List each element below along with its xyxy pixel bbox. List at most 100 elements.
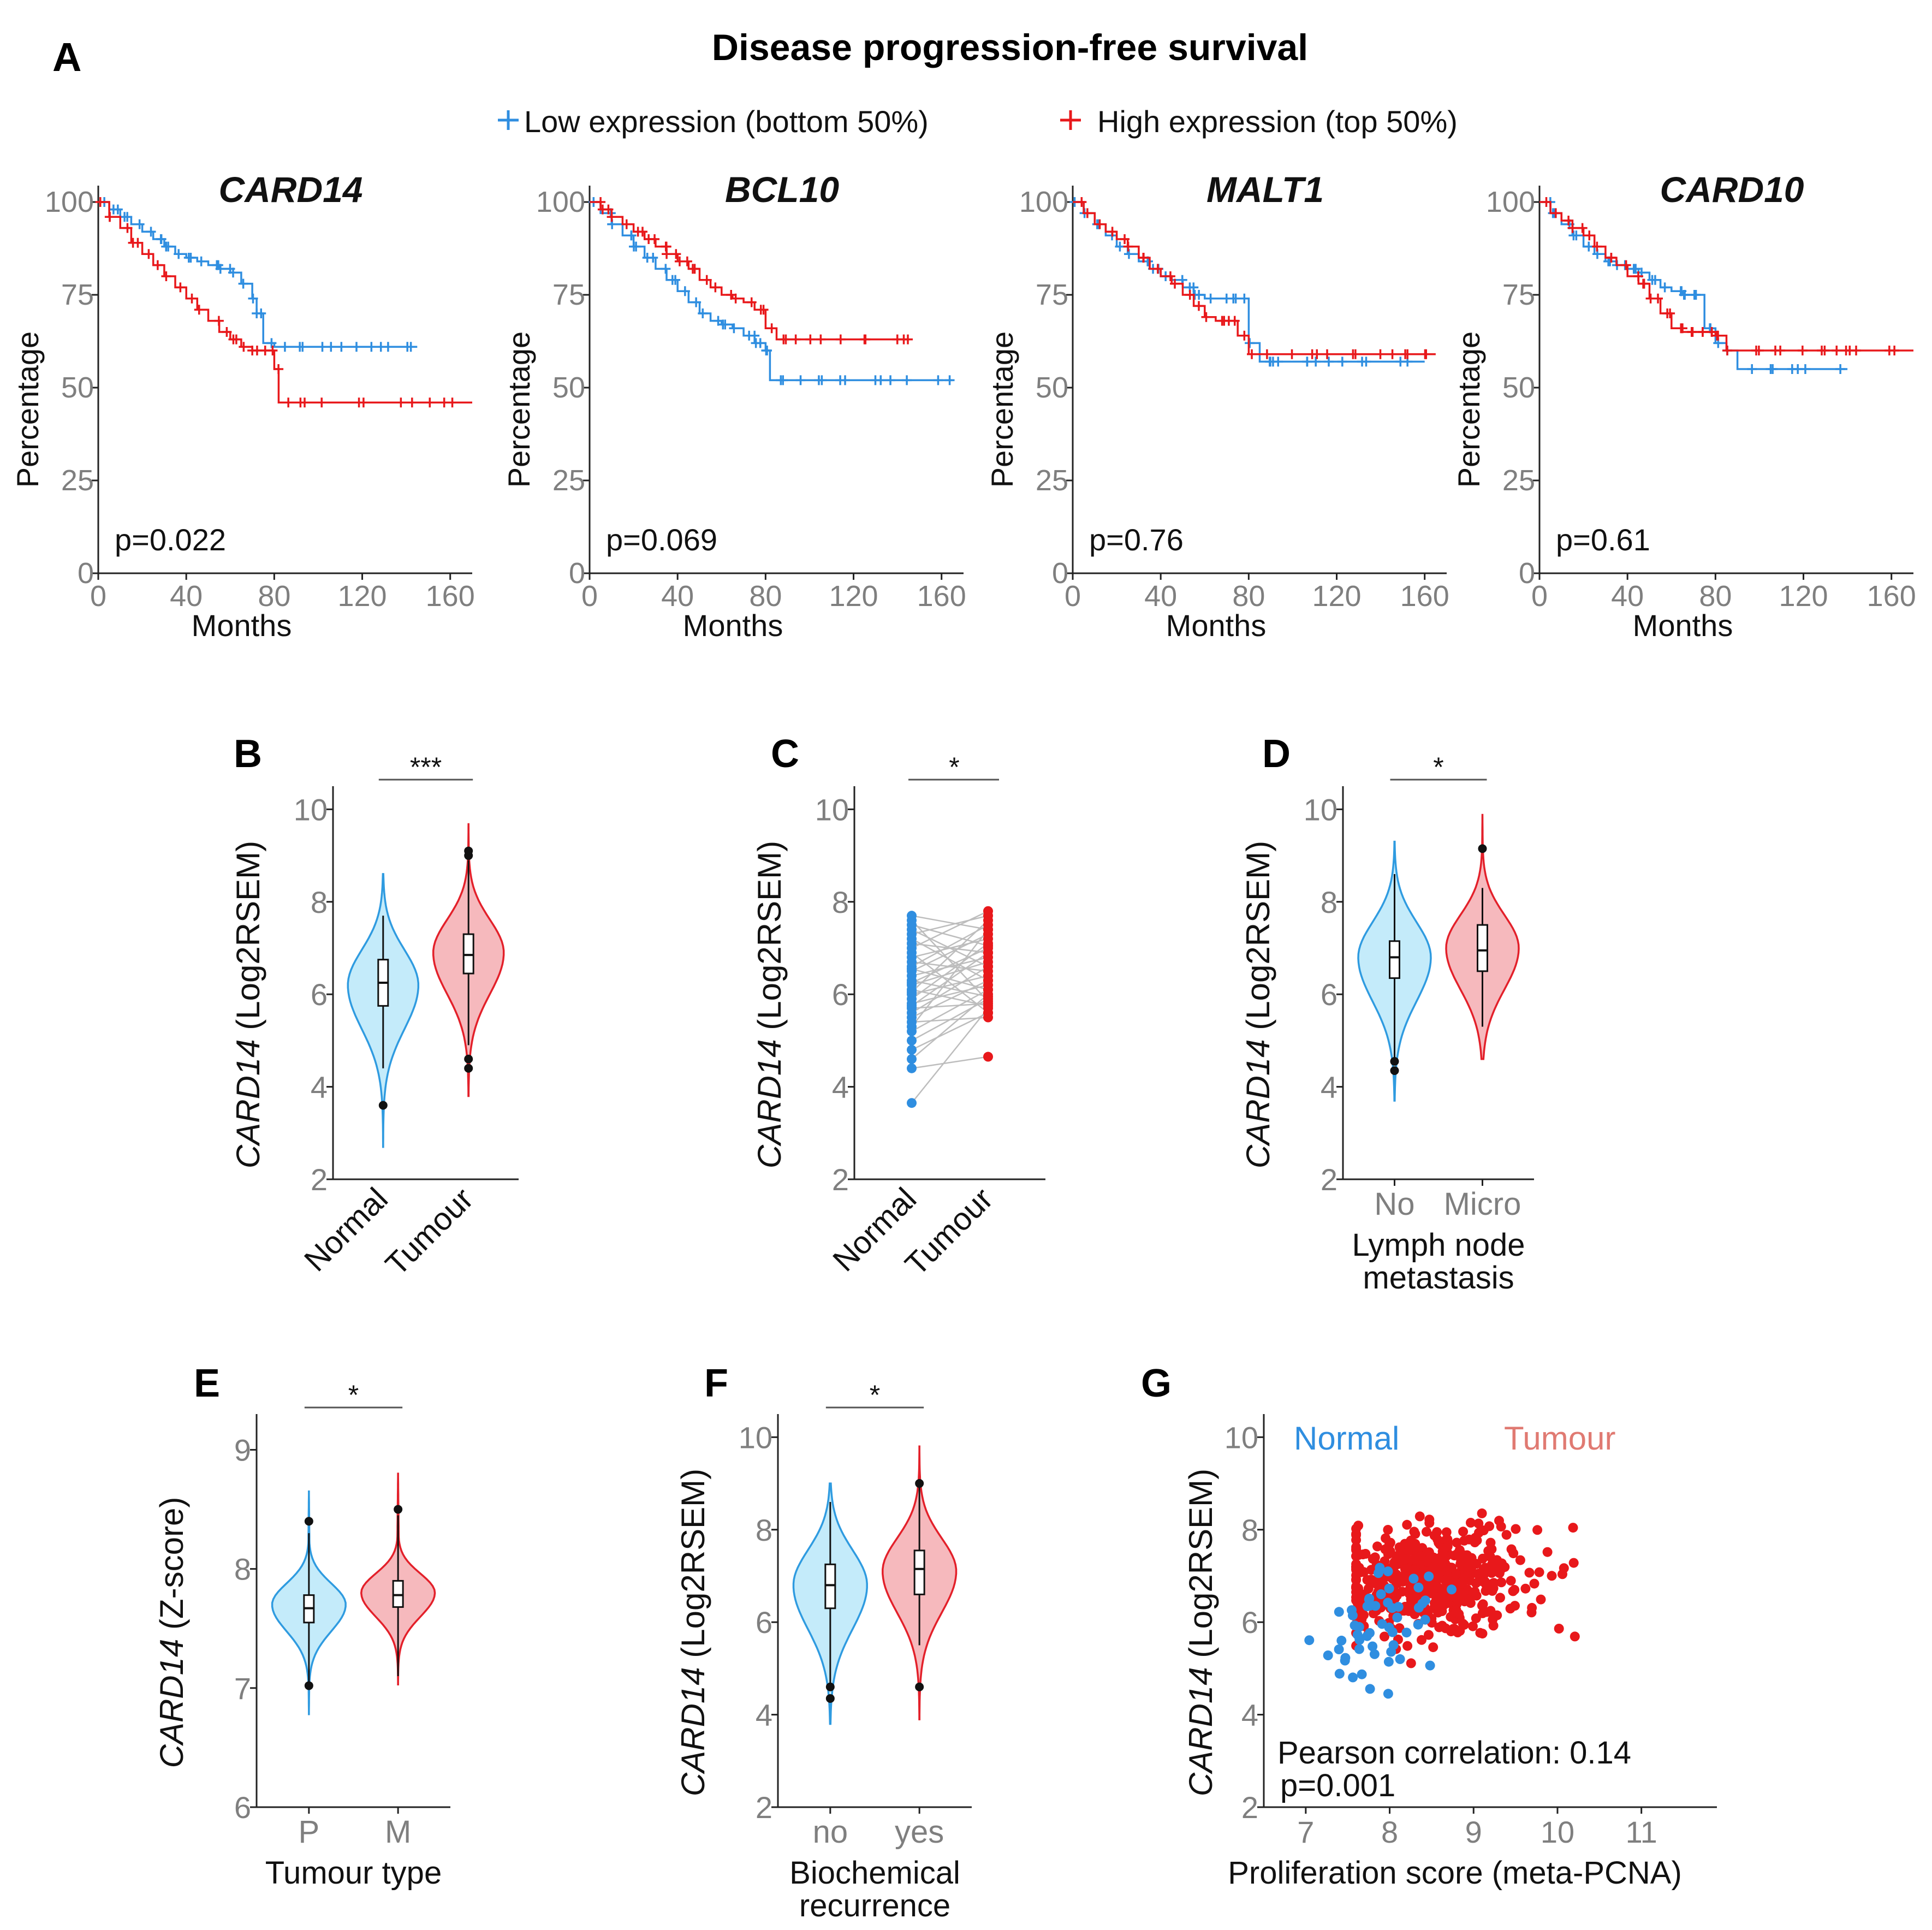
tumour-point (1457, 1579, 1467, 1590)
km-censor-mark (1420, 349, 1430, 359)
km-censor-mark (1889, 346, 1900, 355)
legend-high-marker (1060, 110, 1081, 130)
km-censor-mark (213, 316, 224, 326)
x-category-label: No (1374, 1186, 1414, 1222)
km-censor-mark (1302, 357, 1312, 367)
panel-label-A: A (52, 34, 81, 80)
y-tick-label: 8 (311, 885, 328, 919)
normal-point (1334, 1644, 1344, 1654)
km-censor-mark (152, 260, 163, 270)
normal-point (1304, 1635, 1315, 1646)
pair-line (911, 975, 989, 995)
km-x-tick-label: 0 (1065, 580, 1081, 613)
tumour-point (1437, 1620, 1447, 1631)
x-axis-title: Biochemical (789, 1855, 960, 1891)
km-censor-mark (396, 397, 406, 408)
legend-normal: Normal (1294, 1420, 1399, 1457)
tumour-point (1437, 1546, 1448, 1557)
km-censor-mark (1170, 278, 1180, 289)
panel-label-C: C (771, 732, 799, 776)
tumour-point (1351, 1559, 1362, 1569)
km-censor-mark (1152, 264, 1163, 274)
km-censor-mark (1797, 346, 1808, 355)
km-censor-mark (1592, 241, 1602, 252)
tumour-point (1536, 1594, 1546, 1605)
km-censor-mark (252, 308, 262, 318)
panel-label-E: E (194, 1362, 220, 1405)
normal-point (1425, 1660, 1435, 1671)
km-y-tick-label: 50 (1502, 371, 1535, 404)
normal-point (1357, 1669, 1367, 1679)
tumour-point (1476, 1576, 1486, 1586)
panel-g: 2 4 6 8 10 7 8 9 10 11 Proliferation score (meta-P… (1224, 1414, 1717, 1891)
outlier-point (915, 1682, 924, 1691)
y-axis-title: CARD14 (Log2RSEM) (230, 841, 266, 1168)
km-censor-mark (1541, 197, 1551, 207)
tumour-point (1368, 1554, 1378, 1564)
km-x-tick-label: 0 (1531, 580, 1548, 613)
km-censor-mark (902, 375, 912, 385)
km-censor-mark (222, 327, 232, 337)
km-censor-mark (1123, 241, 1133, 252)
box-iqr (462, 933, 474, 975)
tumour-point (1414, 1511, 1425, 1522)
tumour-point (1473, 1518, 1484, 1529)
y-tick-label: 8 (832, 885, 849, 919)
km-censor-mark (1606, 253, 1616, 263)
tumour-point (1559, 1563, 1569, 1573)
km-censor-mark (648, 253, 658, 263)
pair-line (911, 1017, 989, 1023)
tumour-point (1471, 1613, 1481, 1624)
normal-point (1395, 1654, 1405, 1664)
outlier-point (464, 1054, 473, 1064)
km-plot-malt1: 0 25 50 75 100 0 40 80 120 160 Months Percentage MAL… (985, 169, 1449, 643)
x-tick-label: 11 (1626, 1815, 1657, 1849)
outlier-point (464, 846, 473, 856)
km-y-tick-label: 100 (45, 186, 94, 218)
tumour-point (983, 941, 993, 951)
km-censor-mark (790, 334, 801, 345)
km-censor-mark (1631, 264, 1641, 274)
tumour-point (1473, 1528, 1484, 1538)
km-x-axis-title: Months (1166, 608, 1267, 643)
tumour-point (1351, 1592, 1362, 1602)
km-y-tick-label: 50 (552, 371, 585, 404)
tumour-point (1434, 1604, 1444, 1614)
km-x-axis-title: Months (1633, 608, 1733, 643)
x-category-label: M (385, 1814, 411, 1850)
km-censor-mark (1205, 293, 1216, 304)
pair-line (911, 942, 989, 1000)
y-axis-title: CARD14 (Log2RSEM) (751, 841, 788, 1168)
km-y-tick-label: 0 (78, 557, 94, 590)
tumour-point (983, 975, 993, 985)
x-tick-label: 10 (1541, 1815, 1574, 1849)
normal-point (1387, 1627, 1398, 1637)
km-x-tick-label: 40 (1611, 580, 1644, 613)
x-tick-label: 8 (1381, 1815, 1398, 1849)
y-tick-label: 2 (832, 1162, 849, 1197)
normal-point (1392, 1612, 1402, 1623)
tumour-point (1568, 1558, 1579, 1568)
x-axis-title: Lymph node (1352, 1227, 1525, 1263)
y-axis-title: CARD14 (Log2RSEM) (1240, 841, 1276, 1168)
y-tick-label: 2 (1241, 1790, 1258, 1825)
normal-point (1368, 1641, 1378, 1652)
km-censor-mark (122, 223, 133, 233)
tumour-point (1520, 1583, 1531, 1594)
km-y-tick-label: 0 (569, 557, 585, 590)
y-tick-label: 2 (311, 1162, 328, 1197)
km-y-tick-label: 100 (1019, 186, 1068, 218)
km-censor-mark (629, 241, 639, 252)
km-censor-mark (1188, 282, 1199, 293)
tumour-point (1509, 1584, 1520, 1595)
normal-point (1369, 1649, 1380, 1659)
tumour-point (1485, 1606, 1496, 1616)
km-y-tick-label: 25 (1502, 464, 1535, 497)
tumour-point (1363, 1583, 1374, 1594)
normal-point (1354, 1644, 1364, 1654)
km-censor-mark (187, 293, 197, 304)
pair-line (911, 914, 989, 935)
pair-line (911, 979, 989, 997)
km-censor-mark (766, 323, 777, 334)
